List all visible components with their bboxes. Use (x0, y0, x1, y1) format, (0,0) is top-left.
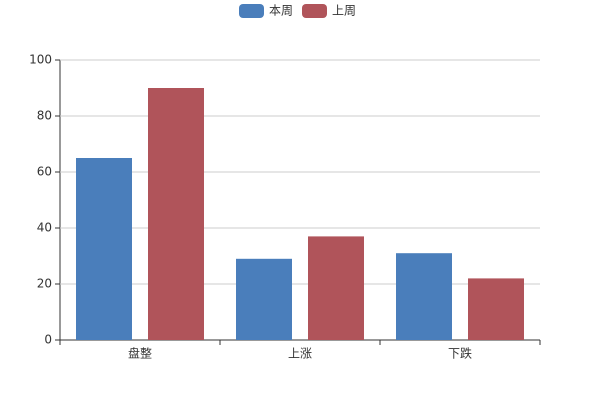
bar (76, 158, 132, 340)
x-tick-label: 上涨 (288, 346, 312, 361)
x-tick-label: 下跌 (448, 346, 472, 361)
bar (148, 88, 204, 340)
y-tick-label: 0 (44, 333, 52, 347)
y-tick-label: 40 (37, 221, 52, 235)
x-tick-label: 盘整 (128, 346, 152, 361)
legend-swatch (302, 4, 327, 18)
bar (468, 278, 524, 340)
bar (308, 236, 364, 340)
y-tick-label: 20 (37, 277, 52, 291)
legend-label: 本周 (269, 4, 293, 18)
bar (396, 253, 452, 340)
legend-swatch (239, 4, 264, 18)
legend-label: 上周 (332, 4, 356, 18)
y-tick-label: 60 (37, 165, 52, 179)
y-tick-label: 80 (37, 109, 52, 123)
bar (236, 258, 292, 340)
y-tick-label: 100 (29, 53, 52, 67)
